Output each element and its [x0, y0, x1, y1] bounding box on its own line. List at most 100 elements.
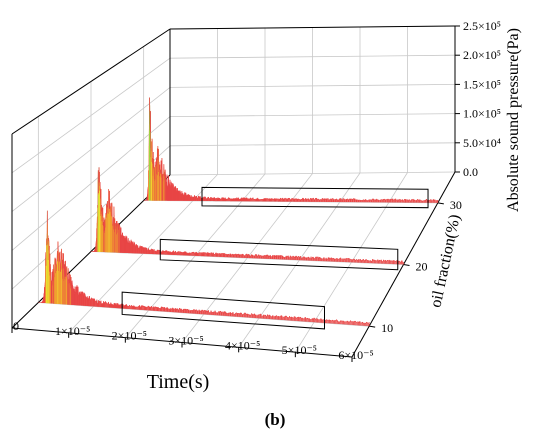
waveform-trace	[378, 199, 380, 201]
waveform-trace	[223, 311, 225, 314]
z-axis-title: Absolute sound pressure(Pa)	[505, 28, 522, 212]
waveform-trace	[403, 199, 405, 201]
waveform-trace	[251, 254, 253, 256]
y-axis-title: oil fraction(%)	[427, 213, 463, 309]
waveform-trace	[210, 310, 212, 313]
waveform-trace	[435, 200, 437, 202]
waveform-trace	[370, 260, 372, 262]
waveform-trace	[285, 198, 287, 200]
back-wall-gridline	[169, 54, 456, 59]
waveform-trace	[248, 254, 250, 256]
waveform-trace	[185, 251, 187, 253]
waveform-trace	[153, 306, 155, 308]
waveform-trace	[117, 303, 119, 305]
waveform-trace	[316, 318, 318, 320]
waveform-trace	[347, 198, 349, 200]
waveform-trace	[203, 310, 205, 312]
back-wall-gridline	[169, 113, 456, 117]
waveform-trace	[414, 199, 416, 202]
waveform-trace	[228, 254, 230, 256]
waveform-trace	[389, 198, 391, 201]
waveform-trace	[272, 315, 274, 318]
waveform-trace	[210, 252, 212, 255]
waveform-trace	[257, 314, 259, 316]
waveform-trace	[283, 316, 285, 318]
waveform-trace	[350, 320, 352, 323]
waveform-trace	[290, 316, 292, 319]
waveform-trace	[265, 314, 267, 317]
waveform-trace	[293, 316, 295, 319]
waveform-trace	[409, 199, 411, 201]
waveform-trace	[232, 312, 234, 315]
waveform-trace	[329, 198, 331, 200]
waveform-trace	[319, 256, 321, 259]
waveform-trace	[317, 198, 319, 201]
waveform-trace	[274, 315, 276, 318]
waveform-trace	[377, 199, 379, 201]
waveform-trace	[307, 256, 309, 259]
highlight-box	[121, 291, 326, 330]
waveform-trace	[320, 318, 323, 321]
waveform-trace	[314, 198, 316, 200]
waveform-trace	[353, 198, 355, 200]
waveform-trace	[286, 315, 288, 318]
x-tick-label: 4×10⁻⁵	[225, 338, 260, 352]
waveform-trace	[263, 198, 265, 200]
waveform-trace	[193, 252, 195, 254]
waveform-trace	[155, 306, 157, 308]
waveform-trace	[200, 309, 203, 312]
waveform-trace	[220, 310, 222, 313]
waveform-trace	[380, 259, 383, 262]
y-tick-label: 10	[381, 321, 393, 335]
waveform-trace	[247, 313, 249, 315]
waveform-trace	[156, 306, 158, 308]
y-tick-mark	[437, 202, 444, 205]
top-back-edge	[169, 25, 456, 30]
waveform-trace	[312, 317, 315, 320]
waveform-trace	[191, 252, 193, 254]
waveform-trace	[268, 314, 270, 317]
waveform-trace	[366, 259, 368, 261]
waveform-trace	[320, 257, 323, 260]
waveform-trace	[229, 312, 232, 314]
waveform-trace	[246, 313, 248, 315]
waveform-trace	[126, 304, 128, 306]
waveform-trace	[376, 259, 378, 262]
waveform-trace	[308, 198, 310, 201]
waveform-trace	[339, 257, 341, 260]
waveform-trace	[148, 305, 150, 308]
waveform-trace	[272, 255, 274, 257]
waveform-trace	[289, 255, 292, 258]
waveform-trace	[251, 313, 254, 316]
waveform-trace	[357, 259, 359, 261]
waveform-trace	[269, 315, 271, 317]
waveform-trace	[363, 259, 365, 261]
waveform-trace	[262, 315, 264, 317]
waveform-trace	[335, 258, 337, 260]
waveform-trace	[203, 252, 205, 254]
x-tick-label: 0	[13, 319, 19, 333]
waveform-trace	[292, 198, 294, 200]
waveform-trace	[196, 251, 197, 253]
waveform-trace	[382, 199, 384, 201]
waveform-trace	[122, 303, 124, 305]
waveform-trace	[332, 198, 335, 201]
waveform-trace	[302, 256, 304, 258]
waveform-trace	[174, 308, 176, 311]
waveform-trace	[384, 259, 387, 261]
waveform-trace	[269, 254, 272, 257]
waveform-trace	[281, 315, 283, 318]
waveform-trace	[308, 256, 310, 258]
waveform-trace	[286, 256, 288, 258]
waveform-trace	[124, 304, 126, 307]
waveform-trace	[231, 253, 233, 256]
waveform-trace	[193, 309, 195, 311]
highlight-boxes	[121, 186, 429, 330]
waveform-trace	[303, 198, 305, 200]
waveform-trace	[136, 306, 138, 308]
y-tick-label: 20	[416, 260, 428, 274]
waveform-trace	[272, 198, 274, 200]
waveform-trace	[372, 198, 375, 201]
waveform-trace	[182, 309, 184, 311]
waveform-trace	[308, 257, 310, 259]
